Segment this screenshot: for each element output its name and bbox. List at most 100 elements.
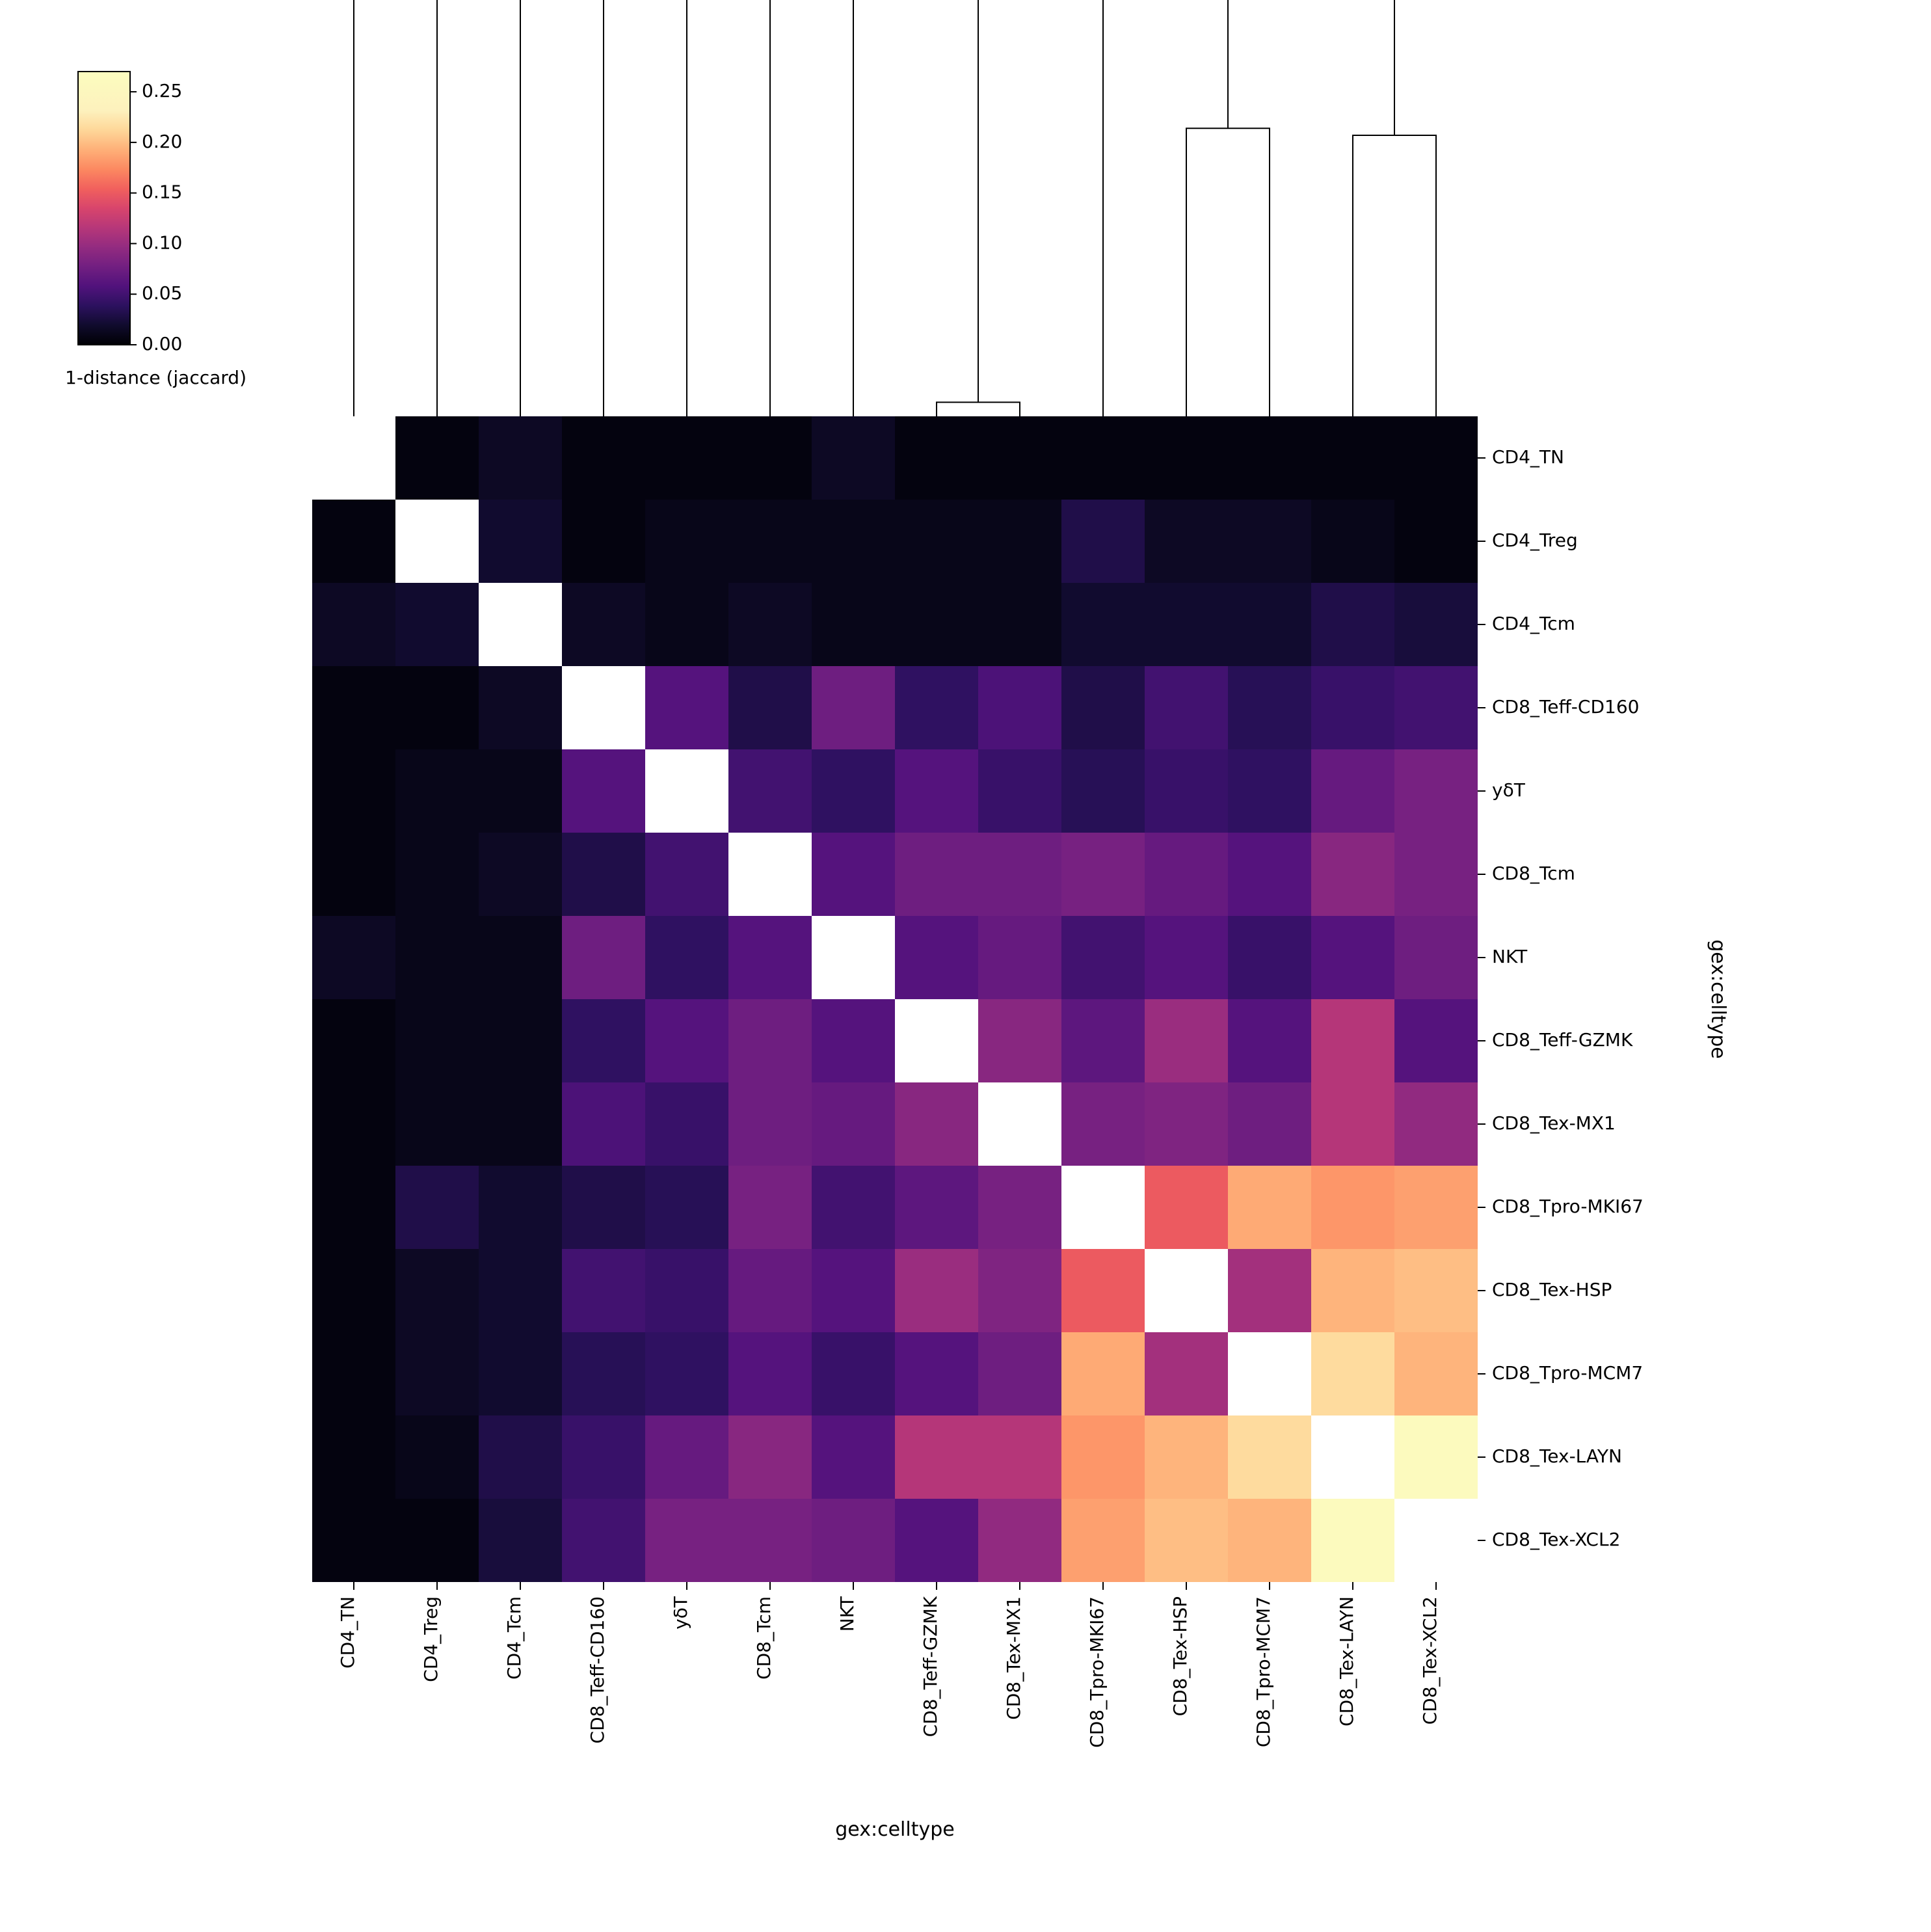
heatmap-cell [645, 583, 728, 666]
heatmap-cell [1061, 749, 1145, 833]
heatmap-cell [1145, 583, 1228, 666]
col-label: CD8_Tex-HSP [1169, 1596, 1191, 1716]
colorbar-tick-label: 0.05 [142, 282, 182, 304]
heatmap-cell [978, 583, 1061, 666]
colorbar-tick-label: 0.10 [142, 232, 182, 253]
heatmap-cell [1311, 1332, 1394, 1415]
heatmap-cell [645, 1082, 728, 1166]
heatmap-cell [1228, 416, 1311, 500]
heatmap-cell [1228, 1415, 1311, 1499]
col-label: CD8_Tex-LAYN [1336, 1596, 1357, 1726]
heatmap-cell [1145, 749, 1228, 833]
heatmap-cell [1145, 1415, 1228, 1499]
heatmap-cell [1394, 1166, 1478, 1249]
heatmap-cell [479, 1249, 562, 1332]
heatmap-cell [1145, 1082, 1228, 1166]
colorbar-title: 1-distance (jaccard) [65, 367, 246, 388]
heatmap-cell [395, 1082, 479, 1166]
heatmap-cell [1228, 1249, 1311, 1332]
heatmap-cell [895, 1082, 978, 1166]
heatmap-cell [728, 1166, 812, 1249]
heatmap-cell [312, 916, 395, 999]
heatmap-cell [1061, 999, 1145, 1082]
row-label: yδT [1492, 779, 1526, 801]
heatmap-cell [395, 1332, 479, 1415]
heatmap-cell [1311, 1249, 1394, 1332]
heatmap-cell [895, 999, 978, 1082]
colorbar-tick-label: 0.25 [142, 80, 182, 101]
heatmap-cell [1061, 1415, 1145, 1499]
heatmap-cell [978, 1332, 1061, 1415]
heatmap-cell [1311, 916, 1394, 999]
heatmap-cell [1061, 1332, 1145, 1415]
heatmap-cell [1228, 749, 1311, 833]
x-axis-title: gex:celltype [835, 1818, 954, 1841]
heatmap-cell [1228, 1332, 1311, 1415]
heatmap-cell [1061, 1082, 1145, 1166]
heatmap-cell [978, 1166, 1061, 1249]
heatmap-cell [1311, 500, 1394, 583]
row-label: CD8_Teff-GZMK [1492, 1029, 1633, 1051]
heatmap-cell [645, 999, 728, 1082]
row-label: CD8_Tex-XCL2 [1492, 1529, 1620, 1550]
heatmap-cell [1394, 666, 1478, 749]
heatmap-cell [479, 1499, 562, 1582]
heatmap-cell [812, 1499, 895, 1582]
heatmap-cell [978, 416, 1061, 500]
heatmap-cell [1061, 1166, 1145, 1249]
heatmap-cell [1228, 1499, 1311, 1582]
heatmap-cell [562, 833, 645, 916]
col-label: CD4_Tcm [503, 1596, 525, 1680]
heatmap-cell [1145, 1332, 1228, 1415]
heatmap-cell [728, 833, 812, 916]
heatmap-cell [1311, 1166, 1394, 1249]
heatmap-cell [1228, 916, 1311, 999]
heatmap-cell [728, 500, 812, 583]
heatmap-cell [1228, 1082, 1311, 1166]
heatmap-cell [645, 916, 728, 999]
heatmap-cell [1311, 416, 1394, 500]
heatmap-cell [728, 666, 812, 749]
row-label: CD8_Tpro-MCM7 [1492, 1362, 1643, 1384]
heatmap-cell [562, 1166, 645, 1249]
heatmap-cell [1061, 833, 1145, 916]
heatmap-cell [728, 999, 812, 1082]
heatmap-cell [562, 749, 645, 833]
heatmap-cell [1394, 1415, 1478, 1499]
colorbar-tick-label: 0.00 [142, 333, 182, 355]
heatmap-cell [1061, 1499, 1145, 1582]
heatmap-cell [312, 583, 395, 666]
heatmap-cell [645, 666, 728, 749]
heatmap-cell [1145, 500, 1228, 583]
col-label: CD8_Tcm [753, 1596, 775, 1680]
heatmap-cell [1394, 1499, 1478, 1582]
heatmap-cell [1228, 999, 1311, 1082]
heatmap-cell [895, 833, 978, 916]
heatmap-cell [1394, 999, 1478, 1082]
col-label: yδT [670, 1596, 691, 1630]
heatmap-cell [312, 749, 395, 833]
heatmap-cell [562, 500, 645, 583]
heatmap-cell [812, 1332, 895, 1415]
heatmap-cell [1145, 833, 1228, 916]
heatmap-cell [395, 749, 479, 833]
col-label: CD8_Teff-CD160 [587, 1596, 608, 1743]
heatmap-cell [1228, 1166, 1311, 1249]
heatmap-cell [645, 1166, 728, 1249]
clustermap-figure: CD4_TNCD4_TregCD4_TcmCD8_Teff-CD160yδTCD… [0, 0, 1931, 1932]
heatmap-cell [1228, 500, 1311, 583]
heatmap-cell [812, 666, 895, 749]
heatmap-cell [1394, 416, 1478, 500]
col-label: CD8_Tpro-MKI67 [1086, 1596, 1108, 1748]
row-label: CD4_TN [1492, 446, 1564, 468]
heatmap-cell [1394, 1332, 1478, 1415]
heatmap-cell [395, 833, 479, 916]
heatmap-cell [895, 1415, 978, 1499]
heatmap-cell [479, 500, 562, 583]
heatmap-cell [978, 916, 1061, 999]
heatmap-cell [562, 416, 645, 500]
heatmap-cell [395, 416, 479, 500]
heatmap-cell [1394, 916, 1478, 999]
heatmap-cell [1311, 1415, 1394, 1499]
heatmap-cell [479, 583, 562, 666]
